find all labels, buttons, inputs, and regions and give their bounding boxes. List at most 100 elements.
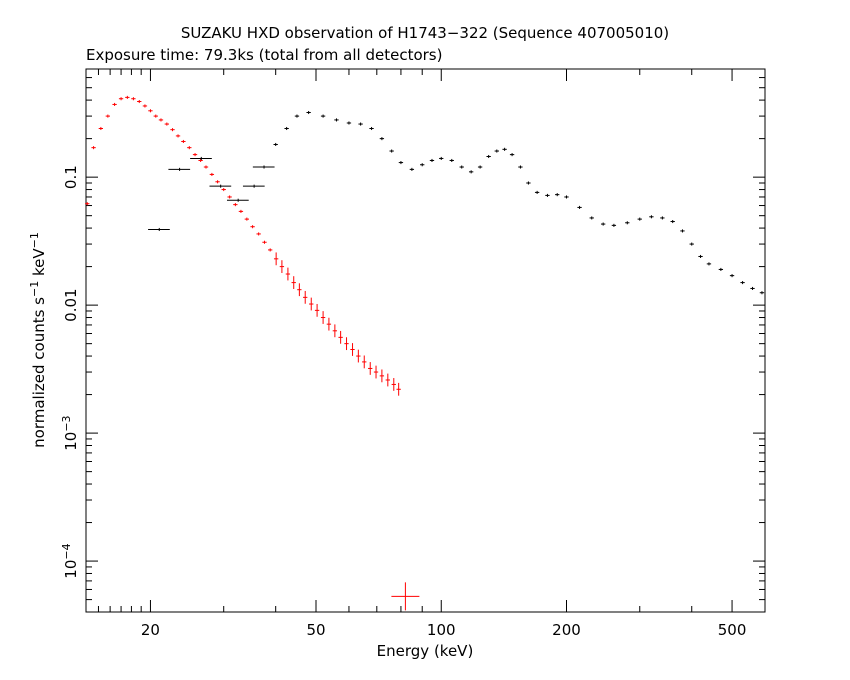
- x-axis-label: Energy (keV): [377, 642, 474, 660]
- data-point: [85, 202, 90, 206]
- data-point: [385, 373, 390, 387]
- data-point: [273, 142, 278, 147]
- data-point: [98, 126, 104, 131]
- y-axis-label: normalized counts s−1 keV−1: [28, 232, 48, 448]
- x-tick-labels: 20 50 100 200 500: [141, 621, 746, 639]
- data-point: [637, 217, 642, 221]
- data-point: [279, 260, 285, 273]
- data-point: [262, 240, 267, 244]
- data-point: [600, 222, 606, 226]
- data-point: [198, 158, 203, 163]
- data-point: [153, 114, 158, 118]
- data-point: [209, 184, 232, 188]
- data-point: [252, 165, 275, 169]
- series-1: [148, 110, 765, 295]
- data-point: [268, 248, 273, 252]
- data-point: [244, 217, 250, 221]
- data-point: [170, 128, 175, 132]
- data-point: [118, 97, 124, 101]
- data-point: [125, 95, 130, 99]
- data-series: [85, 95, 765, 611]
- data-point: [429, 158, 435, 163]
- chart-subtitle: Exposure time: 79.3ks (total from all de…: [86, 46, 442, 64]
- data-point: [379, 137, 385, 141]
- series-0: [85, 95, 420, 611]
- data-point: [379, 369, 385, 383]
- data-point: [131, 97, 136, 101]
- data-point: [409, 167, 415, 171]
- data-point: [187, 146, 192, 150]
- data-point: [373, 365, 379, 379]
- y-axis-label-main: normalized counts s: [30, 297, 48, 448]
- data-point: [320, 114, 326, 118]
- data-point: [326, 317, 332, 331]
- data-point: [518, 165, 523, 169]
- data-point: [320, 311, 326, 324]
- x-tick-label: 100: [427, 621, 456, 639]
- data-point: [175, 134, 181, 138]
- data-point: [670, 219, 675, 224]
- data-point: [285, 267, 291, 281]
- data-point: [215, 180, 220, 184]
- data-point: [164, 122, 170, 126]
- data-point: [192, 153, 198, 157]
- data-point: [509, 153, 515, 157]
- data-point: [112, 102, 117, 106]
- data-point: [91, 146, 96, 150]
- y-axis-label-exp1: −1: [28, 281, 41, 297]
- x-tick-label: 20: [141, 621, 160, 639]
- data-point: [294, 114, 300, 118]
- data-point: [398, 161, 404, 165]
- data-point: [526, 181, 531, 185]
- x-tick-label: 200: [552, 621, 581, 639]
- y-tick-labels: 0.1 0.01 10−3 10−4: [60, 165, 80, 579]
- data-point: [477, 165, 483, 169]
- data-point: [362, 355, 367, 369]
- data-point: [168, 167, 191, 171]
- data-point: [555, 193, 560, 197]
- y-axis-label-unit: keV: [30, 248, 48, 281]
- data-point: [148, 109, 153, 113]
- data-point: [142, 104, 148, 108]
- data-point: [494, 149, 499, 153]
- data-point: [105, 114, 111, 118]
- data-point: [689, 242, 694, 246]
- data-point: [291, 276, 296, 289]
- y-tick-label: 0.1: [62, 165, 80, 189]
- data-point: [181, 139, 186, 144]
- data-point: [256, 232, 261, 236]
- data-point: [611, 223, 617, 227]
- data-point: [564, 195, 569, 199]
- y-tick-label: 10−4: [60, 543, 80, 578]
- data-point: [660, 216, 665, 220]
- y-axis-label-exp2: −1: [28, 232, 41, 248]
- data-point: [750, 286, 755, 290]
- data-point: [368, 362, 373, 375]
- data-point: [729, 274, 735, 278]
- data-point: [718, 267, 724, 271]
- data-point: [221, 188, 226, 192]
- data-point: [273, 252, 279, 266]
- chart-title: SUZAKU HXD observation of H1743−322 (Seq…: [181, 24, 669, 42]
- data-point: [502, 147, 507, 151]
- data-point: [449, 158, 454, 163]
- data-point: [759, 291, 765, 295]
- data-point: [625, 221, 630, 225]
- data-point: [346, 121, 352, 125]
- data-point: [148, 227, 170, 232]
- data-point: [649, 215, 654, 219]
- data-point: [740, 281, 745, 285]
- data-point: [306, 110, 311, 115]
- data-point: [389, 149, 394, 153]
- data-point: [190, 156, 212, 160]
- data-point: [356, 349, 361, 363]
- data-point: [309, 297, 314, 311]
- data-point: [358, 122, 363, 126]
- x-tick-label: 50: [306, 621, 325, 639]
- data-point: [209, 172, 215, 176]
- data-point: [396, 382, 401, 396]
- data-point: [332, 324, 338, 338]
- y-tick-label: 10−3: [60, 415, 80, 450]
- data-point: [420, 163, 425, 167]
